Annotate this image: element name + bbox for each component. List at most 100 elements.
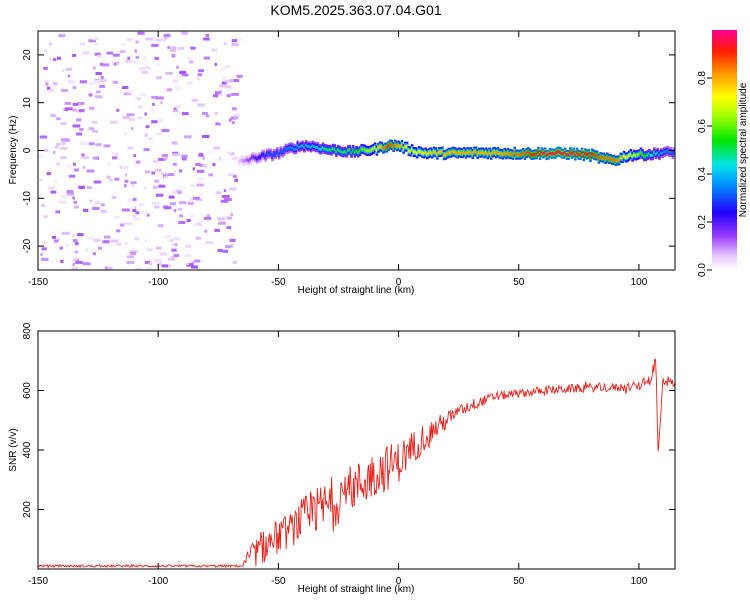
signal-core-cell [552, 152, 555, 155]
noise-cell [217, 221, 226, 225]
noise-cell [72, 262, 75, 266]
noise-cell [92, 129, 98, 133]
signal-core-cell [663, 150, 666, 154]
signal-core-cell [335, 150, 338, 154]
signal-core-cell [252, 155, 256, 159]
noise-cell [79, 42, 86, 46]
signal-core-cell [474, 150, 478, 153]
noise-cell [77, 101, 85, 105]
colorbar-tick-label: 0.8 [697, 71, 708, 85]
noise-cell [86, 186, 92, 190]
noise-cell [60, 121, 67, 125]
noise-cell [93, 238, 101, 242]
noise-cell [45, 81, 49, 85]
signal-core-cell [634, 154, 638, 158]
noise-cell [185, 244, 192, 248]
signal-core-cell [314, 145, 318, 149]
noise-cell [95, 72, 102, 75]
signal-core-cell [340, 150, 343, 154]
noise-cell [50, 190, 57, 194]
signal-core-cell [394, 143, 397, 147]
signal-core-cell [518, 153, 522, 157]
spectrogram-xlabel: Height of straight line (km) [298, 285, 415, 296]
noise-cell [167, 173, 175, 177]
noise-cell [59, 200, 67, 204]
signal-core-cell [375, 149, 379, 153]
noise-cell [158, 157, 165, 161]
noise-cell [181, 154, 188, 158]
noise-cell [73, 168, 79, 172]
signal-core-cell [293, 147, 296, 151]
x-tick-label: -50 [271, 576, 286, 587]
noise-cell [79, 80, 87, 84]
signal-core-cell [437, 150, 441, 154]
noise-cell [201, 183, 204, 187]
noise-cell [229, 78, 234, 82]
noise-cell [130, 250, 138, 254]
signal-core-cell [632, 153, 636, 157]
noise-cell [232, 260, 238, 264]
noise-cell [42, 241, 46, 245]
signal-core-cell [491, 150, 495, 154]
signal-core-cell [331, 147, 335, 151]
noise-cell [204, 229, 208, 233]
noise-cell [173, 209, 177, 213]
noise-cell [176, 189, 182, 193]
noise-cell [198, 223, 201, 227]
noise-cell [155, 96, 164, 100]
noise-cell [176, 105, 181, 109]
noise-cell [215, 122, 219, 126]
noise-cell [144, 267, 152, 270]
noise-cell [50, 88, 54, 92]
noise-cell [157, 118, 163, 122]
signal-core-cell [323, 147, 326, 151]
noise-cell [126, 261, 135, 264]
signal-core-cell [333, 147, 336, 151]
colorbar-label: Normalized spectral amplitude [738, 82, 749, 217]
noise-cell [60, 194, 68, 198]
signal-core-cell [452, 150, 456, 154]
signal-core-cell [365, 149, 368, 153]
noise-cell [44, 149, 49, 152]
noise-cell [198, 152, 204, 156]
noise-cell [218, 122, 221, 126]
noise-cell [72, 234, 76, 238]
noise-cell [177, 46, 184, 50]
signal-core-cell [257, 156, 261, 160]
noise-cell [133, 154, 137, 158]
noise-cell [224, 198, 232, 202]
signal-core-cell [654, 152, 658, 156]
noise-cell [169, 239, 174, 243]
y-tick-label: 0 [22, 147, 33, 153]
signal-core-cell [399, 145, 402, 149]
noise-cell [106, 175, 111, 179]
signal-core-cell [550, 152, 554, 156]
noise-cell [233, 174, 237, 178]
noise-cell [97, 54, 103, 58]
colorbar-tick-label: 0.0 [697, 263, 708, 277]
noise-cell [179, 71, 187, 74]
noise-cell [158, 184, 166, 188]
noise-cell [73, 205, 79, 209]
signal-core-cell [377, 146, 380, 150]
noise-cell [81, 153, 85, 157]
noise-cell [43, 215, 49, 219]
signal-core-cell [572, 151, 575, 155]
noise-cell [56, 117, 61, 121]
noise-cell [190, 265, 198, 269]
noise-cell [72, 53, 76, 57]
x-tick-label: -50 [271, 277, 286, 288]
noise-cell [132, 214, 137, 218]
noise-cell [135, 160, 141, 164]
noise-cell [148, 137, 153, 141]
signal-core-cell [410, 147, 414, 151]
noise-cell [114, 177, 120, 181]
signal-core-cell [528, 151, 532, 155]
spectrogram-ylabel: Frequency (Hz) [8, 116, 19, 185]
signal-core-cell [641, 152, 644, 156]
noise-cell [129, 251, 136, 255]
signal-core-cell [644, 154, 648, 158]
noise-cell [55, 143, 61, 146]
signal-core-cell [345, 151, 348, 155]
